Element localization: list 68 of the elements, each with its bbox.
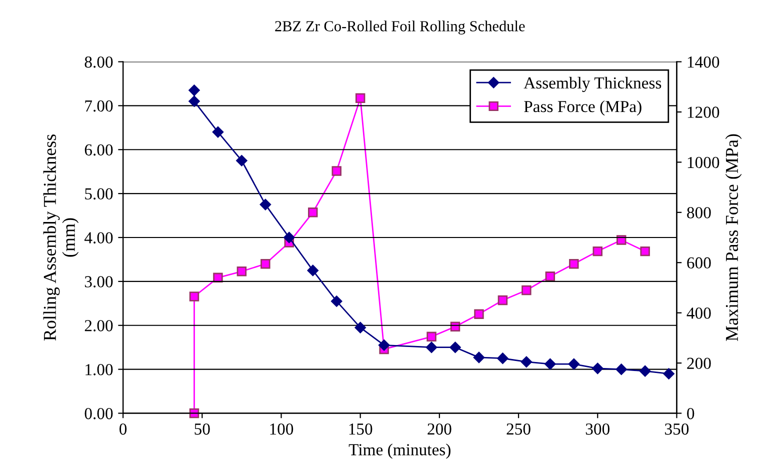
point	[544, 358, 556, 370]
point	[592, 362, 604, 374]
point	[663, 368, 674, 380]
y-tick-label: 1.00	[86, 364, 113, 376]
point	[426, 332, 436, 342]
point	[639, 365, 651, 377]
y2-tick-label: 400	[686, 308, 711, 319]
point	[616, 235, 626, 245]
x-tick-label: 200	[428, 423, 452, 435]
point	[355, 93, 366, 104]
point	[308, 208, 318, 218]
y-tick-label: 3.00	[84, 276, 113, 288]
y-tick-label: 2.00	[84, 320, 113, 332]
x-tick-label: 0	[120, 423, 127, 435]
point	[474, 309, 484, 319]
point	[497, 352, 508, 364]
chart-title: 2BZ Zr Co-Rolled Foil Rolling Schedule	[275, 20, 525, 34]
point	[592, 246, 602, 256]
point	[307, 264, 318, 276]
point	[569, 259, 579, 269]
y2-tick-label: 600	[687, 257, 711, 269]
legend-label: Pass Force (MPa)	[524, 100, 642, 116]
y2-tick-label: 200	[687, 358, 711, 369]
point	[378, 340, 390, 351]
x-tick-label: 50	[194, 423, 210, 435]
x-tick-label: 150	[349, 423, 372, 435]
point	[616, 364, 627, 375]
point	[473, 352, 485, 364]
x-tick-label: 250	[506, 423, 530, 435]
y2-tick-label: 800	[687, 207, 711, 218]
y-tick-label: 6.00	[84, 144, 113, 156]
y-tick-label: 8.00	[84, 56, 113, 68]
point	[189, 292, 200, 302]
point	[332, 166, 342, 176]
point	[213, 272, 223, 283]
point	[188, 96, 200, 107]
point	[354, 322, 366, 334]
point	[212, 126, 224, 138]
point	[260, 259, 270, 269]
point	[426, 342, 438, 353]
point	[568, 358, 580, 370]
point	[284, 232, 295, 244]
point	[188, 84, 200, 96]
y2-axis-title: Maximum Pass Force (MPa)	[725, 134, 742, 342]
point	[260, 198, 272, 210]
point	[522, 285, 532, 296]
y-tick-label: 5.00	[85, 188, 113, 200]
point	[498, 295, 508, 306]
y-tick-label: 7.00	[85, 100, 113, 112]
y2-tick-label: 1400	[688, 56, 720, 68]
point	[450, 342, 461, 353]
point	[330, 296, 342, 307]
x-tick-label: 300	[586, 423, 610, 435]
x-tick-label: 100	[270, 423, 294, 435]
y2-tick-label: 1000	[688, 156, 720, 168]
y2-tick-label: 0	[687, 408, 694, 420]
x-tick-label: 350	[665, 423, 689, 435]
y-tick-label: 4.00	[84, 232, 113, 244]
point	[236, 266, 247, 276]
legend-label: Assembly Thickness	[524, 76, 662, 92]
y-axis-title: Rolling Assembly Thickness (mm)	[43, 134, 79, 341]
point	[545, 272, 556, 282]
point	[640, 246, 650, 256]
y2-tick-label: 1200	[688, 106, 720, 118]
y-tick-label: 0.00	[84, 408, 113, 420]
point	[520, 356, 532, 368]
point	[236, 155, 248, 166]
x-axis-title: Time (minutes)	[348, 444, 450, 459]
